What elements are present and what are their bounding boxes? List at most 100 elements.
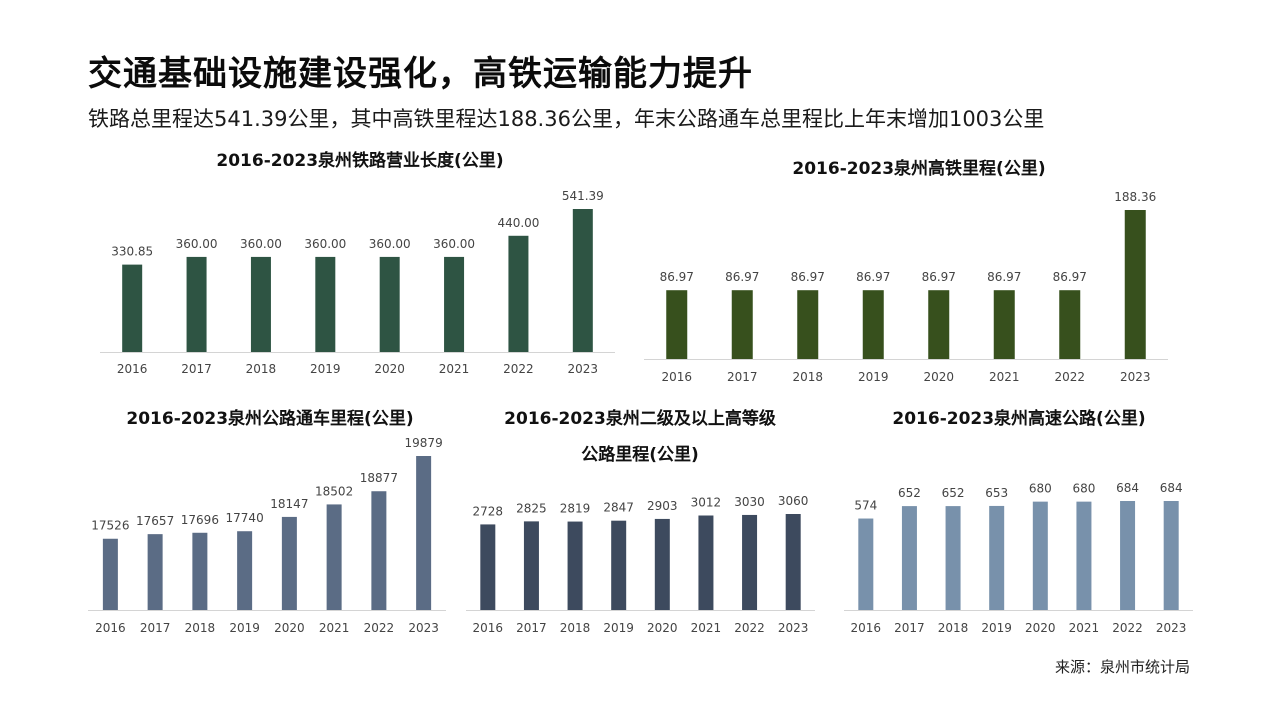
railway-tick-label-2019: 2019 xyxy=(310,362,341,376)
highspeed-bar-2017 xyxy=(731,290,753,359)
highway-data-label-2021: 18502 xyxy=(315,484,353,498)
chart-title-grade2-line1: 2016-2023泉州二级及以上高等级 xyxy=(504,409,776,429)
page-title: 交通基础设施建设强化，高铁运输能力提升 xyxy=(88,54,753,94)
grade2-tick-label-2019: 2019 xyxy=(603,621,634,635)
railway-data-label-2020: 360.00 xyxy=(369,237,411,251)
highway-tick-label-2016: 2016 xyxy=(95,621,126,635)
highway-bar-2020 xyxy=(281,516,297,610)
highway-bar-2023 xyxy=(416,456,432,610)
highway-data-label-2019: 17740 xyxy=(226,511,264,525)
railway-bar-2023 xyxy=(572,209,593,352)
grade2-bar-2016 xyxy=(480,524,496,610)
highspeed-tick-label-2016: 2016 xyxy=(661,370,692,384)
page-subtitle: 铁路总里程达541.39公里，其中高铁里程达188.36公里，年末公路通车总里程… xyxy=(88,107,1045,131)
highspeed-data-label-2020: 86.97 xyxy=(922,270,956,284)
railway-tick-label-2016: 2016 xyxy=(117,362,148,376)
highspeed-bar-2016 xyxy=(666,290,688,359)
highway-bar-2018 xyxy=(192,532,208,610)
railway-bar-2020 xyxy=(379,256,400,352)
expressway-tick-label-2018: 2018 xyxy=(938,621,969,635)
railway-data-label-2018: 360.00 xyxy=(240,237,282,251)
highspeed-bar-2023 xyxy=(1124,210,1146,359)
railway-data-label-2022: 440.00 xyxy=(497,216,539,230)
grade2-tick-label-2016: 2016 xyxy=(473,621,504,635)
expressway-data-label-2021: 680 xyxy=(1072,482,1095,496)
expressway-tick-label-2016: 2016 xyxy=(851,621,882,635)
highspeed-data-label-2018: 86.97 xyxy=(791,270,825,284)
grade2-data-label-2022: 3030 xyxy=(734,495,765,509)
highway-bar-2022 xyxy=(371,491,387,610)
railway-data-label-2019: 360.00 xyxy=(304,237,346,251)
railway-bar-2016 xyxy=(122,264,143,352)
grade2-tick-label-2022: 2022 xyxy=(734,621,765,635)
railway-tick-label-2020: 2020 xyxy=(374,362,405,376)
railway-data-label-2021: 360.00 xyxy=(433,237,475,251)
railway-tick-label-2018: 2018 xyxy=(246,362,277,376)
grade2-bar-2020 xyxy=(654,518,670,610)
highspeed-data-label-2023: 188.36 xyxy=(1114,190,1156,204)
railway-bar-2021 xyxy=(444,256,465,352)
highspeed-bar-2019 xyxy=(862,290,884,359)
chart-title-grade2: 2016-2023泉州二级及以上高等级 公路里程(公里) xyxy=(455,401,825,473)
highway-data-label-2017: 17657 xyxy=(136,514,174,528)
expressway-tick-label-2019: 2019 xyxy=(981,621,1012,635)
highspeed-data-label-2016: 86.97 xyxy=(660,270,694,284)
expressway-tick-label-2021: 2021 xyxy=(1069,621,1100,635)
highspeed-tick-label-2020: 2020 xyxy=(923,370,954,384)
expressway-data-label-2022: 684 xyxy=(1116,481,1139,495)
highway-bar-2016 xyxy=(102,538,118,610)
railway-tick-label-2021: 2021 xyxy=(439,362,470,376)
grade2-bar-2023 xyxy=(785,514,801,610)
highspeed-tick-label-2021: 2021 xyxy=(989,370,1020,384)
railway-data-label-2016: 330.85 xyxy=(111,245,153,259)
grade2-data-label-2017: 2825 xyxy=(516,501,547,515)
railway-tick-label-2022: 2022 xyxy=(503,362,534,376)
highspeed-tick-label-2017: 2017 xyxy=(727,370,758,384)
grade2-bar-2022 xyxy=(742,514,758,610)
highway-tick-label-2017: 2017 xyxy=(140,621,171,635)
grade2-data-label-2021: 3012 xyxy=(691,496,722,510)
expressway-data-label-2023: 684 xyxy=(1160,481,1183,495)
expressway-bar-2021 xyxy=(1076,501,1092,610)
highway-data-label-2018: 17696 xyxy=(181,513,219,527)
highway-tick-label-2022: 2022 xyxy=(364,621,395,635)
highspeed-bar-2021 xyxy=(993,290,1015,359)
railway-bar-2018 xyxy=(250,256,271,352)
grade2-bar-2018 xyxy=(567,521,583,610)
grade2-bar-2019 xyxy=(611,520,627,610)
expressway-data-label-2016: 574 xyxy=(854,499,877,513)
chart-title-expressway: 2016-2023泉州高速公路(公里) xyxy=(892,409,1146,429)
highway-bar-2019 xyxy=(237,531,253,610)
highway-tick-label-2018: 2018 xyxy=(185,621,216,635)
highspeed-tick-label-2023: 2023 xyxy=(1120,370,1151,384)
expressway-bar-2017 xyxy=(901,506,917,610)
grade2-data-label-2016: 2728 xyxy=(473,504,504,518)
highway-data-label-2016: 17526 xyxy=(91,519,129,533)
highway-data-label-2022: 18877 xyxy=(360,471,398,485)
highway-tick-label-2021: 2021 xyxy=(319,621,350,635)
expressway-tick-label-2020: 2020 xyxy=(1025,621,1056,635)
expressway-bar-2022 xyxy=(1120,501,1136,610)
highspeed-bar-2018 xyxy=(797,290,819,359)
expressway-bar-2018 xyxy=(945,506,961,610)
expressway-bar-2020 xyxy=(1032,501,1048,610)
railway-tick-label-2017: 2017 xyxy=(181,362,212,376)
chart-title-grade2-line2: 公路里程(公里) xyxy=(581,445,699,465)
railway-data-label-2023: 541.39 xyxy=(562,189,604,203)
highway-tick-label-2020: 2020 xyxy=(274,621,305,635)
railway-bar-2022 xyxy=(508,235,529,352)
railway-bar-2019 xyxy=(315,256,336,352)
railway-data-label-2017: 360.00 xyxy=(176,237,218,251)
grade2-bar-2017 xyxy=(523,521,539,610)
grade2-data-label-2019: 2847 xyxy=(603,501,634,515)
chart-title-railway: 2016-2023泉州铁路营业长度(公里) xyxy=(216,151,504,171)
highway-data-label-2020: 18147 xyxy=(270,497,308,511)
expressway-tick-label-2017: 2017 xyxy=(894,621,925,635)
highspeed-tick-label-2019: 2019 xyxy=(858,370,889,384)
grade2-data-label-2023: 3060 xyxy=(778,494,809,508)
